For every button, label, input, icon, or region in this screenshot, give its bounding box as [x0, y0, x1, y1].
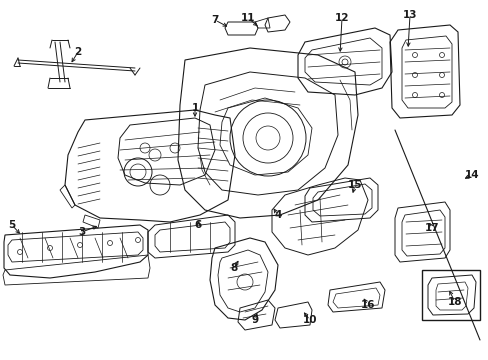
Text: 12: 12 — [334, 13, 348, 23]
Text: 9: 9 — [251, 315, 258, 325]
Text: 16: 16 — [360, 300, 374, 310]
Text: 2: 2 — [74, 47, 81, 57]
Text: 8: 8 — [230, 263, 237, 273]
Text: 1: 1 — [191, 103, 198, 113]
Text: 15: 15 — [347, 180, 362, 190]
Text: 17: 17 — [424, 223, 438, 233]
Text: 6: 6 — [194, 220, 201, 230]
Text: 18: 18 — [447, 297, 461, 307]
Text: 7: 7 — [211, 15, 218, 25]
Text: 3: 3 — [78, 227, 85, 237]
Text: 10: 10 — [302, 315, 317, 325]
Text: 5: 5 — [8, 220, 16, 230]
Bar — [421, 270, 479, 320]
Text: 14: 14 — [464, 170, 478, 180]
Text: 11: 11 — [240, 13, 255, 23]
Text: 4: 4 — [274, 210, 281, 220]
Text: 13: 13 — [402, 10, 416, 20]
